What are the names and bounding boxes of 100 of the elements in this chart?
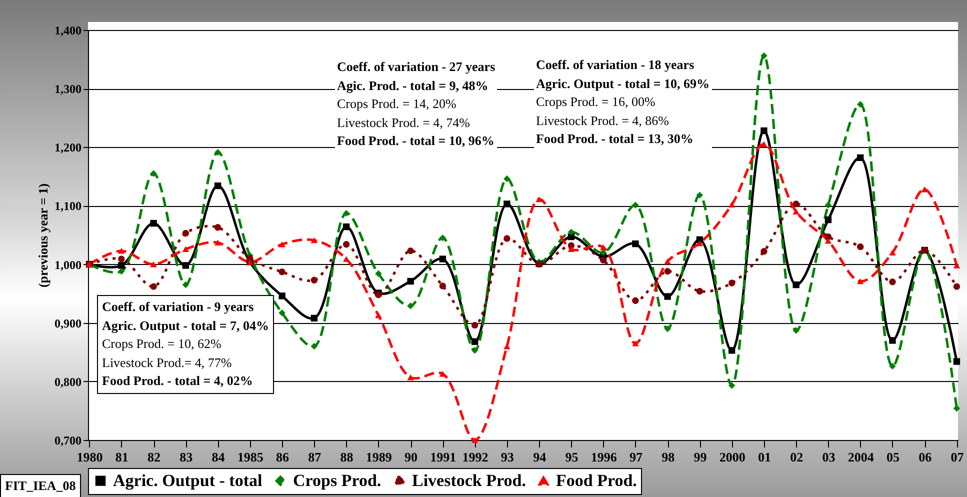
y-tick-label: 1,300 bbox=[54, 82, 82, 96]
x-tick-label: 2000 bbox=[719, 450, 746, 464]
point bbox=[407, 278, 414, 285]
x-tick-label: 98 bbox=[662, 450, 676, 464]
point bbox=[342, 223, 350, 230]
point bbox=[953, 283, 960, 290]
point bbox=[150, 261, 157, 268]
point bbox=[182, 281, 190, 288]
point bbox=[953, 358, 960, 365]
x-tick-label: 03 bbox=[822, 450, 836, 464]
point bbox=[760, 141, 768, 148]
x-tick-label: 83 bbox=[180, 450, 194, 464]
point bbox=[568, 228, 575, 236]
x-tick-label: 02 bbox=[790, 450, 804, 464]
annotation: Crops Prod. = 14, 20% bbox=[337, 95, 458, 113]
point bbox=[118, 248, 125, 254]
point bbox=[150, 220, 157, 227]
legend-label: Food Prod. bbox=[556, 471, 637, 490]
point bbox=[696, 288, 704, 295]
x-tick-label: 88 bbox=[340, 450, 354, 464]
y-tick-label: 0,800 bbox=[54, 374, 82, 389]
point bbox=[792, 208, 800, 214]
point bbox=[824, 233, 832, 240]
point bbox=[182, 262, 190, 269]
legend-label: Agric. Output - total bbox=[113, 470, 262, 490]
point bbox=[824, 216, 832, 224]
x-tick-label: 2004 bbox=[848, 450, 874, 464]
point bbox=[600, 249, 607, 256]
point bbox=[278, 268, 286, 276]
point bbox=[856, 278, 864, 284]
point bbox=[150, 170, 157, 177]
x-tick-label: 1989 bbox=[366, 450, 392, 464]
point bbox=[953, 262, 960, 268]
x-tick-label: 06 bbox=[918, 450, 932, 464]
x-tick-label: 97 bbox=[629, 450, 643, 464]
point bbox=[407, 374, 414, 380]
point bbox=[728, 202, 736, 208]
annotation: Livestock Prod.= 4, 77% bbox=[102, 354, 233, 372]
point bbox=[792, 327, 800, 334]
point bbox=[214, 182, 222, 190]
point bbox=[407, 302, 414, 310]
point bbox=[439, 234, 446, 242]
x-tick-label: 86 bbox=[276, 450, 290, 464]
point bbox=[632, 240, 639, 248]
point bbox=[310, 276, 318, 284]
point bbox=[664, 258, 671, 264]
point bbox=[439, 256, 446, 262]
point bbox=[342, 256, 350, 262]
point bbox=[824, 202, 832, 208]
point bbox=[310, 342, 318, 350]
point bbox=[632, 202, 639, 208]
point bbox=[118, 262, 125, 269]
point bbox=[407, 247, 414, 254]
y-tick-label: 0,900 bbox=[54, 316, 82, 330]
point bbox=[889, 250, 896, 256]
point bbox=[889, 278, 896, 286]
point bbox=[214, 224, 222, 231]
y-tick-label: 1,200 bbox=[54, 140, 82, 155]
x-tick-label: 81 bbox=[115, 450, 128, 464]
point bbox=[310, 237, 318, 244]
legend-label: Crops Prod. bbox=[293, 470, 382, 490]
y-tick-label: 1,100 bbox=[54, 199, 82, 214]
point bbox=[342, 241, 350, 248]
point bbox=[760, 52, 768, 60]
point bbox=[856, 243, 864, 250]
point bbox=[889, 362, 896, 370]
x-tick-label: 82 bbox=[148, 450, 161, 464]
y-tick-label: 0,700 bbox=[54, 434, 82, 448]
x-tick-label: 01 bbox=[758, 450, 771, 464]
annotation: Agric. Output - total = 7, 04% bbox=[102, 316, 270, 335]
x-tick-label: 87 bbox=[308, 450, 322, 464]
point bbox=[728, 382, 736, 389]
point bbox=[504, 235, 510, 242]
point bbox=[568, 246, 575, 252]
point bbox=[921, 186, 928, 192]
point bbox=[471, 347, 478, 354]
point bbox=[310, 314, 318, 322]
point bbox=[728, 280, 736, 286]
point bbox=[504, 175, 510, 182]
point bbox=[504, 343, 510, 350]
y-tick-label: 1,000 bbox=[54, 258, 82, 272]
point bbox=[600, 244, 607, 250]
x-tick-label: 05 bbox=[886, 450, 900, 464]
point bbox=[278, 292, 286, 300]
annotation: Coeff. of variation - 9 years bbox=[102, 298, 255, 316]
point bbox=[118, 256, 125, 262]
text: FIT_IEA_08 bbox=[5, 477, 76, 495]
point bbox=[696, 192, 704, 199]
y-axis-title: (previous year = 1) bbox=[36, 183, 50, 288]
point bbox=[664, 293, 671, 300]
legend-label: Livestock Prod. bbox=[412, 470, 526, 490]
point bbox=[471, 322, 478, 329]
annotation: Coeff. of variation - 18 years bbox=[536, 56, 696, 74]
point bbox=[150, 283, 157, 290]
point bbox=[792, 281, 800, 288]
x-tick-label: 99 bbox=[694, 450, 708, 464]
point bbox=[118, 268, 125, 275]
x-tick-label: 94 bbox=[533, 450, 547, 464]
y-tick-label: 1,400 bbox=[54, 24, 82, 38]
point bbox=[760, 248, 768, 255]
